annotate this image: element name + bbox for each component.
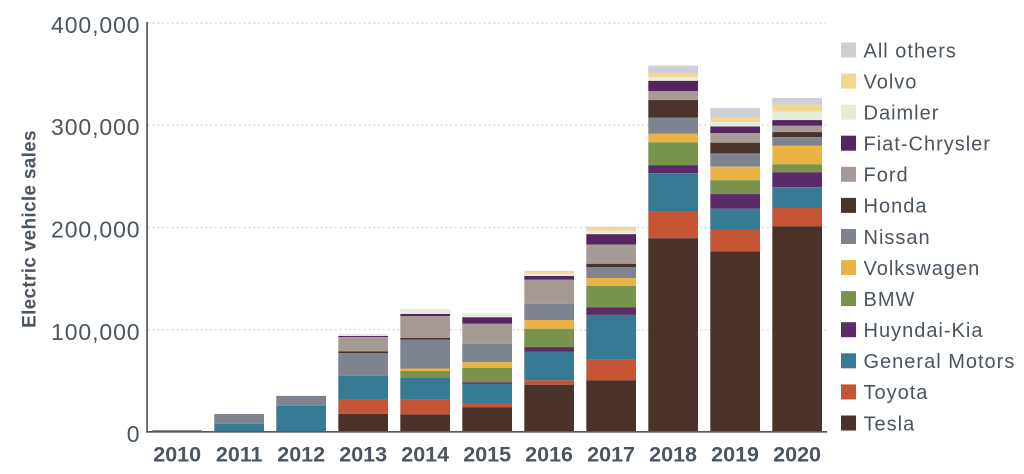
svg-text:Daimler: Daimler: [864, 103, 940, 125]
svg-text:2018: 2018: [649, 443, 697, 467]
svg-text:2019: 2019: [711, 443, 759, 467]
svg-text:BMW: BMW: [864, 289, 916, 311]
svg-text:Ford: Ford: [864, 165, 909, 187]
svg-text:2014: 2014: [401, 443, 449, 467]
svg-text:Electric vehicle sales: Electric vehicle sales: [19, 130, 40, 328]
svg-text:400,000: 400,000: [51, 12, 140, 38]
svg-text:Nissan: Nissan: [864, 227, 931, 249]
svg-text:2017: 2017: [587, 443, 635, 467]
svg-text:0: 0: [127, 421, 141, 447]
svg-text:Volvo: Volvo: [864, 71, 918, 93]
svg-text:Fiat-Chrysler: Fiat-Chrysler: [864, 134, 991, 156]
svg-text:100,000: 100,000: [51, 319, 140, 345]
svg-text:200,000: 200,000: [51, 217, 140, 243]
svg-text:2011: 2011: [216, 443, 263, 467]
svg-text:2012: 2012: [277, 443, 325, 467]
svg-text:General Motors: General Motors: [864, 351, 1016, 373]
svg-text:Honda: Honda: [864, 196, 928, 218]
svg-text:2010: 2010: [153, 443, 201, 467]
svg-text:300,000: 300,000: [51, 114, 140, 140]
svg-text:Tesla: Tesla: [864, 413, 916, 435]
svg-text:2020: 2020: [773, 443, 821, 467]
svg-text:Volkswagen: Volkswagen: [864, 258, 981, 280]
svg-text:2013: 2013: [339, 443, 387, 467]
svg-text:Huyndai-Kia: Huyndai-Kia: [864, 320, 984, 342]
svg-text:2015: 2015: [463, 443, 511, 467]
svg-text:Toyota: Toyota: [864, 382, 929, 404]
svg-text:All others: All others: [864, 40, 957, 62]
svg-text:2016: 2016: [525, 443, 573, 467]
